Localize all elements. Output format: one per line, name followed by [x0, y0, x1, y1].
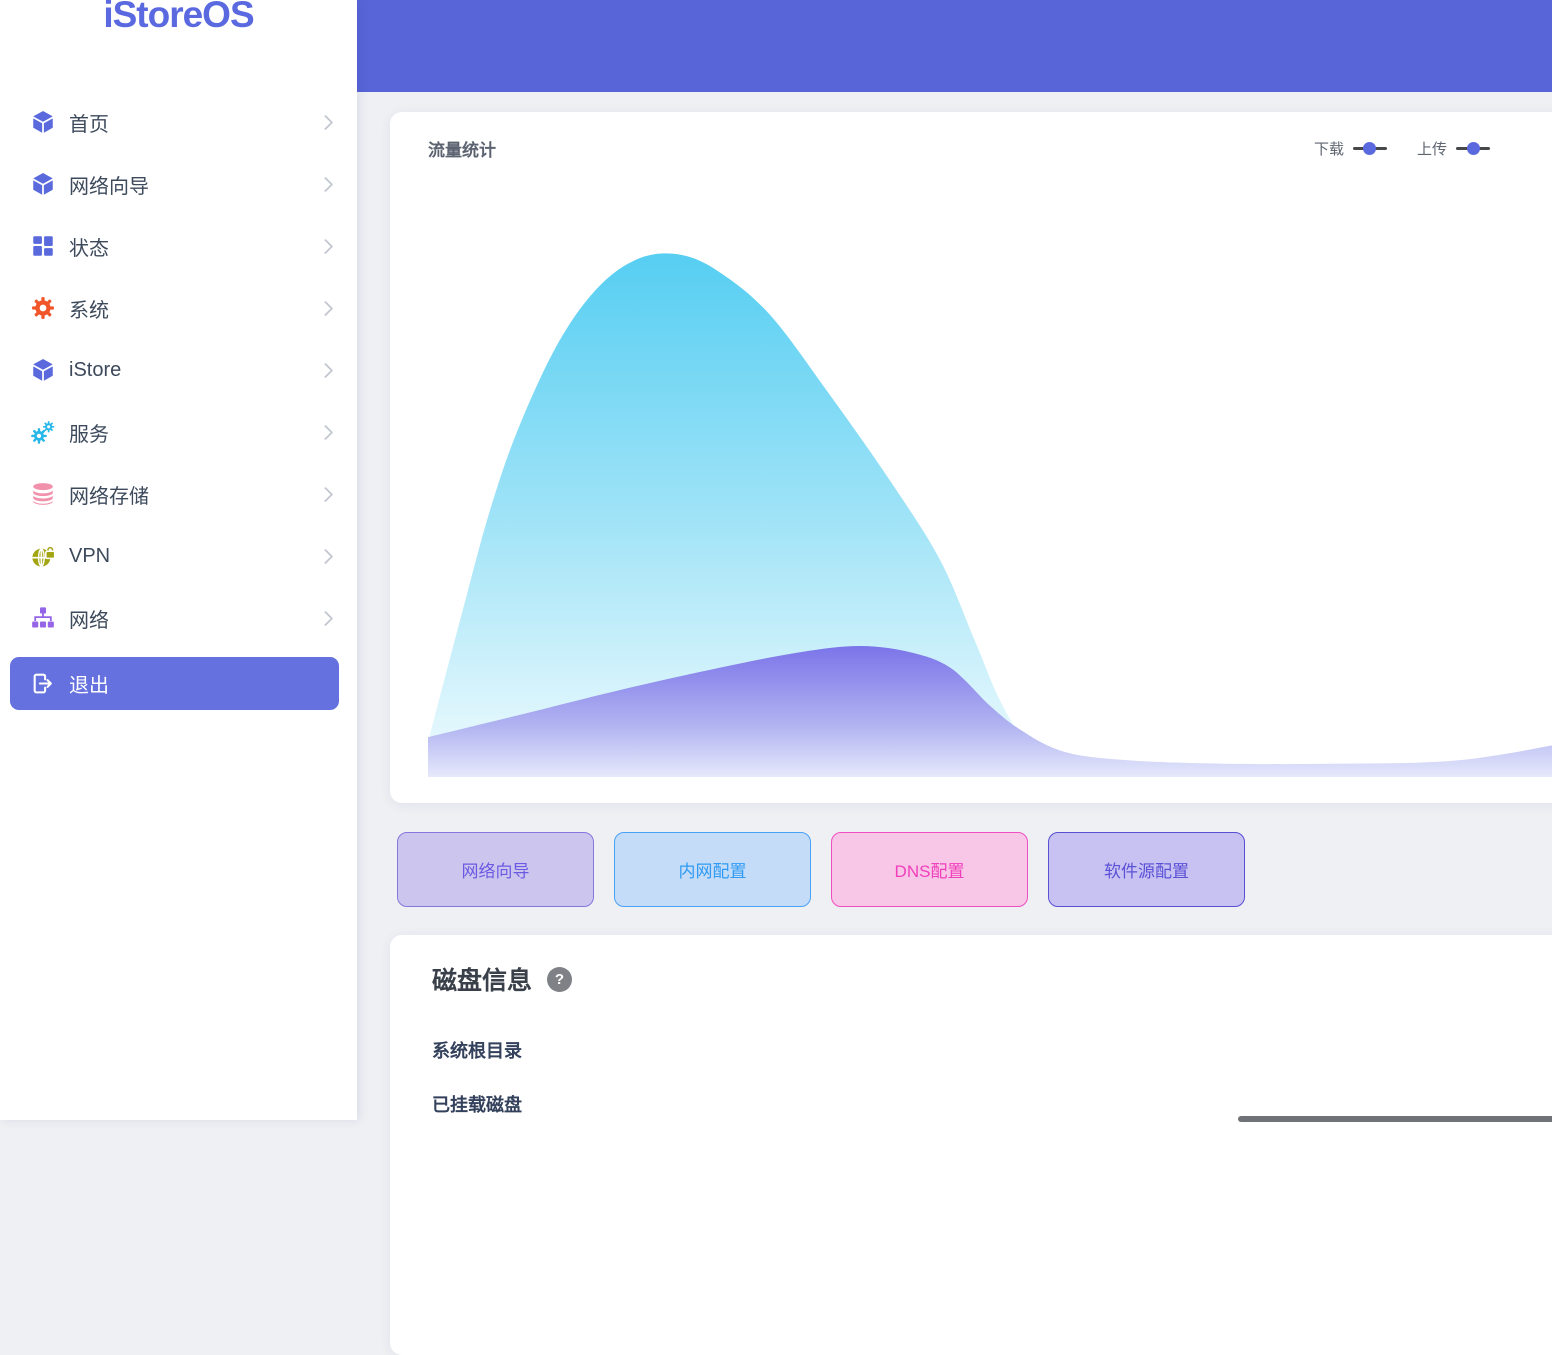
sidebar-item-label: iStore: [69, 358, 122, 381]
sitemap-icon: [32, 607, 54, 628]
chevron-right-icon: [317, 362, 334, 378]
disk-info-card: 磁盘信息 ? 系统根目录 已挂载磁盘: [390, 935, 1552, 1355]
disk-card-title: 磁盘信息: [432, 967, 533, 995]
traffic-area-chart: [428, 160, 1552, 779]
upload-area: [428, 646, 1552, 777]
gear-icon: [31, 296, 55, 320]
globe-lock-icon: [32, 546, 56, 568]
help-icon[interactable]: ?: [547, 966, 573, 992]
chevron-right-icon: [317, 548, 334, 564]
sidebar-item-label: 网络向导: [69, 175, 149, 198]
traffic-chart-svg: [428, 253, 1552, 777]
disk-section-root: 系统根目录: [432, 1041, 522, 1061]
legend-line-dot-icon: [1456, 142, 1490, 156]
disk-usage-bar: [1238, 1116, 1552, 1122]
sidebar-item-network-storage[interactable]: 网络存储: [0, 463, 357, 525]
chevron-right-icon: [317, 610, 334, 626]
sidebar-item-label: 首页: [69, 113, 109, 136]
legend-item-upload[interactable]: 上传: [1417, 138, 1490, 159]
logout-label: 退出: [69, 675, 109, 697]
chevron-right-icon: [317, 238, 334, 254]
chevron-right-icon: [317, 114, 334, 130]
chevron-right-icon: [317, 424, 334, 440]
network-wizard-button[interactable]: 网络向导: [397, 832, 594, 907]
gears-icon: [31, 421, 55, 444]
disk-section-mounted: 已挂载磁盘: [432, 1095, 522, 1115]
traffic-card-header: 流量统计 下载 上传: [390, 112, 1552, 161]
chevron-right-icon: [317, 176, 334, 192]
sidebar-item-label: 服务: [69, 423, 109, 446]
dashboard-grid-icon: [33, 236, 53, 256]
sidebar-menu: 首页 网络向导 状态: [0, 91, 357, 649]
download-area: [428, 253, 1552, 777]
cube-icon: [33, 110, 53, 133]
traffic-stats-card: 流量统计 下载 上传: [390, 112, 1552, 803]
legend-label: 上传: [1416, 141, 1447, 158]
logout-icon: [33, 673, 52, 694]
lan-config-button[interactable]: 内网配置: [614, 832, 811, 907]
sidebar-item-label: 状态: [69, 237, 109, 260]
software-source-config-button[interactable]: 软件源配置: [1048, 832, 1245, 907]
sidebar-item-label: VPN: [69, 544, 111, 567]
database-icon: [33, 483, 53, 505]
dns-config-button[interactable]: DNS配置: [831, 832, 1028, 907]
chevron-right-icon: [317, 300, 334, 316]
sidebar: iStoreOS 首页 网络向导: [0, 0, 357, 1120]
quick-buttons-row: 网络向导 内网配置 DNS配置 软件源配置: [397, 832, 1245, 907]
top-header-bar: [357, 0, 1552, 92]
sidebar-item-services[interactable]: 服务: [0, 401, 357, 463]
cube-icon: [33, 172, 53, 195]
legend-label: 下载: [1313, 141, 1344, 158]
sidebar-item-vpn[interactable]: VPN: [0, 525, 357, 587]
disk-card-header: 磁盘信息 ?: [432, 961, 1552, 997]
cube-icon: [33, 358, 53, 381]
sidebar-item-istore[interactable]: iStore: [0, 339, 357, 401]
legend-item-download[interactable]: 下载: [1314, 138, 1387, 159]
chart-legend: 下载 上传: [1314, 138, 1490, 159]
sidebar-item-status[interactable]: 状态: [0, 215, 357, 277]
sidebar-item-home[interactable]: 首页: [0, 91, 357, 153]
main-content: 流量统计 下载 上传: [357, 92, 1552, 1355]
chevron-right-icon: [317, 486, 334, 502]
sidebar-item-system[interactable]: 系统: [0, 277, 357, 339]
app-logo: iStoreOS: [103, 0, 254, 35]
sidebar-item-network-wizard[interactable]: 网络向导: [0, 153, 357, 215]
sidebar-item-label: 系统: [69, 299, 109, 322]
sidebar-item-network[interactable]: 网络: [0, 587, 357, 649]
sidebar-item-logout[interactable]: 退出: [10, 657, 339, 710]
legend-line-dot-icon: [1352, 142, 1387, 156]
traffic-card-title: 流量统计: [428, 141, 496, 160]
sidebar-item-label: 网络存储: [69, 485, 149, 508]
sidebar-item-label: 网络: [69, 609, 109, 632]
